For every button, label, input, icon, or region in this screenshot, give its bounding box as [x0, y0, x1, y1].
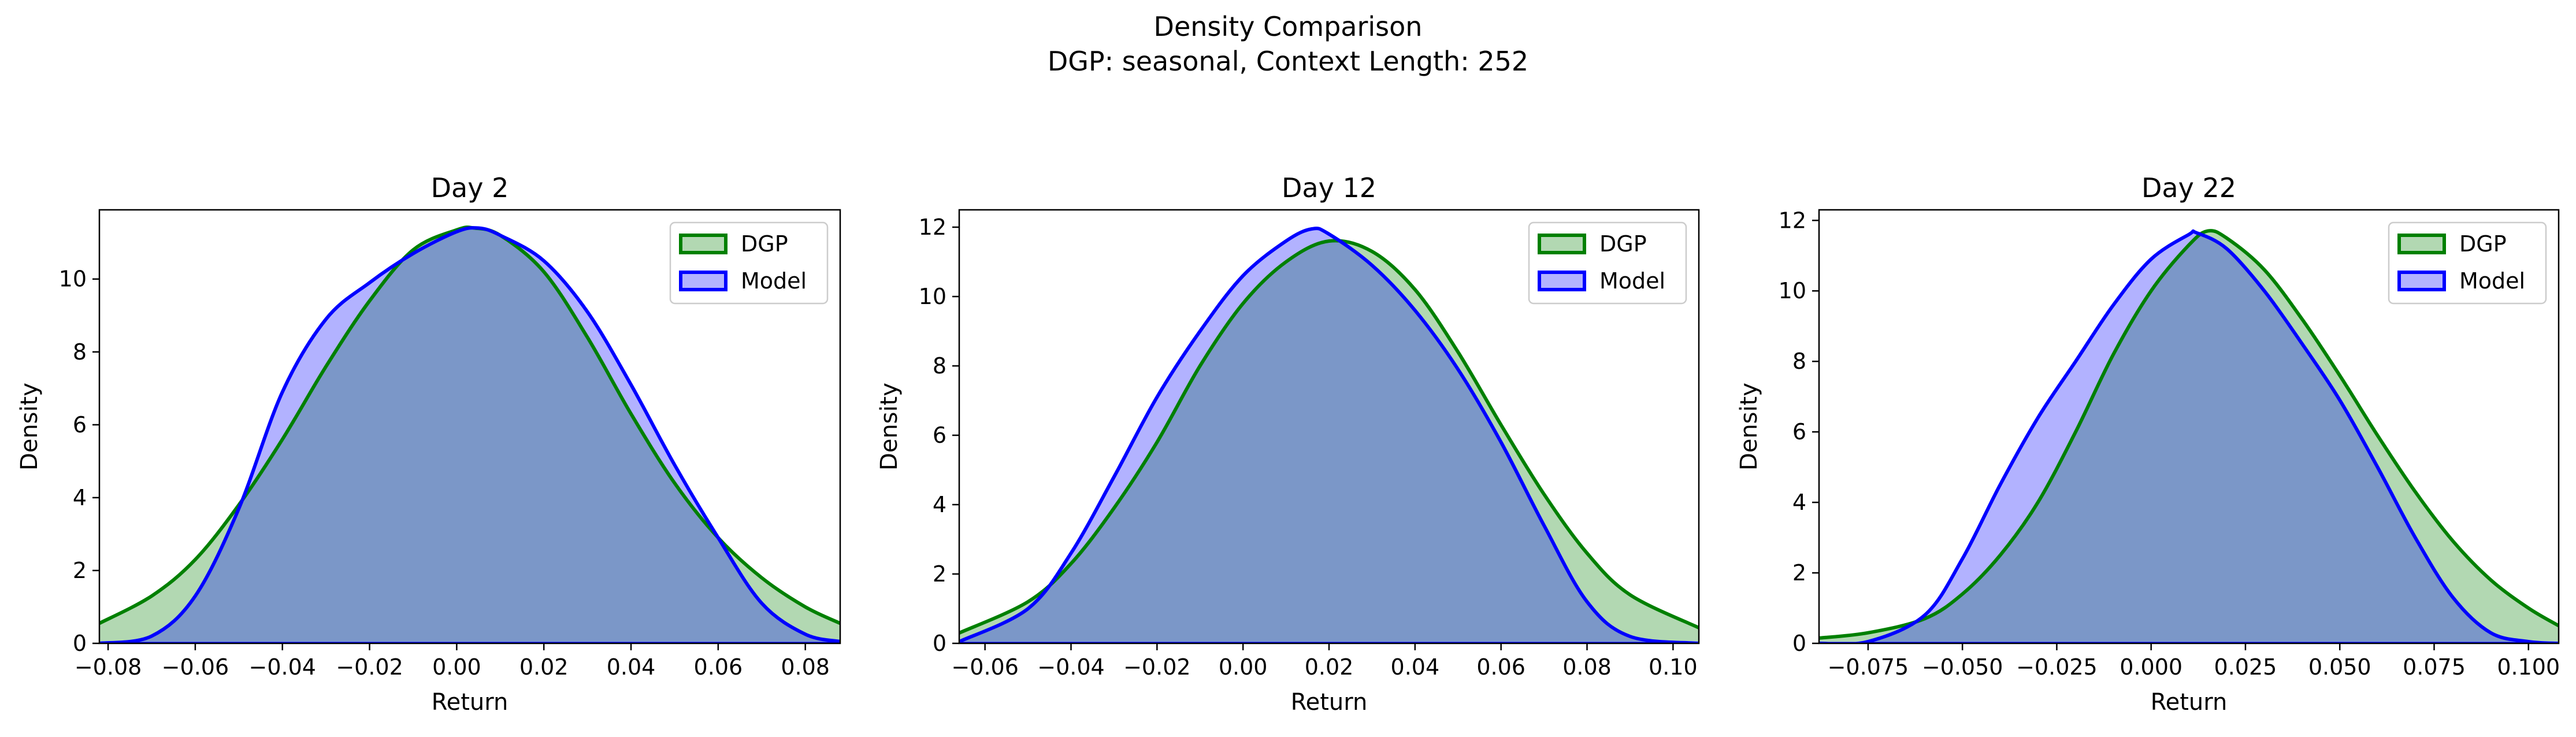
x-tick-label: −0.02 — [336, 654, 403, 680]
overlap-density-fill — [959, 240, 1699, 643]
panel-day-3: Day 22 −0.075 −0.050 −0.025 0.000 0.025 0.050 0… — [1736, 172, 2560, 716]
x-tick-label: 0.02 — [519, 654, 569, 680]
y-tick-label: 2 — [1792, 560, 1806, 586]
y-tick-label: 2 — [933, 561, 946, 587]
x-tick-label: 0.050 — [2308, 654, 2371, 680]
y-tick-label: 8 — [933, 353, 946, 379]
y-tick-label: 8 — [73, 339, 87, 365]
y-tick-label: 10 — [919, 284, 946, 309]
y-axis-label: Density — [1736, 383, 1762, 471]
x-tick-label: 0.000 — [2120, 654, 2182, 680]
x-tick-label: 0.10 — [1649, 654, 1698, 680]
y-tick-label: 6 — [73, 412, 87, 438]
model-density-line — [99, 226, 840, 643]
y-tick-label: 12 — [919, 214, 946, 240]
legend-swatch-model — [679, 271, 727, 291]
x-tick-label: 0.025 — [2214, 654, 2277, 680]
legend-label-dgp: DGP — [741, 231, 788, 257]
x-tick-label: 0.08 — [781, 654, 830, 680]
axes-frame — [98, 209, 841, 645]
overlap-density-fill — [1819, 231, 2559, 643]
y-tick-label: 0 — [73, 631, 87, 656]
x-tick-label: 0.08 — [1562, 654, 1612, 680]
x-tick-label: −0.06 — [951, 654, 1018, 680]
x-axis-label: Return — [1291, 689, 1368, 716]
legend-swatch-dgp — [1538, 234, 1586, 254]
panel-title: Day 12 — [1282, 172, 1376, 203]
x-tick-label: 0.075 — [2403, 654, 2466, 680]
y-tick-label: 4 — [73, 485, 87, 510]
panel-day-1: Day 2 −0.08 −0.06 −0.04 −0.02 0.00 0.02 0.04 0.0… — [16, 172, 841, 716]
x-axis-label: Return — [432, 689, 508, 716]
y-tick-label: 12 — [1779, 208, 1806, 233]
y-tick-label: 6 — [933, 423, 946, 448]
plot-area — [99, 225, 840, 643]
legend: DGP Model — [1528, 221, 1687, 305]
y-axis-label: Density — [16, 383, 43, 471]
model-density-line — [1819, 229, 2559, 643]
x-tick-label: −0.08 — [75, 654, 142, 680]
y-tick-label: 0 — [1792, 631, 1806, 656]
x-tick-label: −0.04 — [1037, 654, 1104, 680]
plot-area — [1819, 229, 2559, 643]
y-tick-label: 4 — [933, 492, 946, 517]
legend-swatch-model — [2397, 271, 2446, 291]
y-tick-label: 10 — [1779, 278, 1806, 303]
dgp-density-line — [959, 239, 1699, 635]
x-tick-label: −0.06 — [162, 654, 229, 680]
figure-subtitle: DGP: seasonal, Context Length: 252 — [1048, 46, 1528, 77]
y-tick-label: 0 — [933, 631, 946, 656]
x-tick-label: −0.02 — [1123, 654, 1190, 680]
x-tick-label: 0.04 — [1391, 654, 1440, 680]
x-tick-label: 0.04 — [607, 654, 656, 680]
x-tick-label: 0.02 — [1305, 654, 1354, 680]
legend: DGP Model — [669, 221, 829, 305]
plot-area — [959, 227, 1699, 643]
y-tick-label: 10 — [59, 266, 87, 292]
legend-label-model: Model — [2459, 268, 2525, 294]
x-tick-label: 0.06 — [1476, 654, 1525, 680]
panel-title: Day 22 — [2141, 172, 2236, 203]
model-density-line — [959, 227, 1699, 643]
x-tick-label: 0.100 — [2497, 654, 2560, 680]
panel-title: Day 2 — [431, 172, 509, 203]
panel-day-2: Day 12 −0.06 −0.04 −0.02 0.00 0.02 0.04 0.06 0.0… — [876, 172, 1700, 716]
y-tick-label: 6 — [1792, 419, 1806, 445]
y-tick-label: 4 — [1792, 490, 1806, 515]
overlap-density-fill — [99, 228, 840, 643]
figure-title: Density Comparison — [1154, 11, 1423, 42]
x-tick-label: −0.075 — [1828, 654, 1909, 680]
dgp-density-line — [1819, 229, 2559, 640]
legend-swatch-dgp — [2397, 234, 2446, 254]
y-axis-label: Density — [876, 383, 903, 471]
y-tick-label: 8 — [1792, 349, 1806, 374]
x-tick-label: −0.04 — [249, 654, 316, 680]
x-tick-label: −0.025 — [2016, 654, 2098, 680]
legend-label-model: Model — [1599, 268, 1665, 294]
legend-label-dgp: DGP — [1599, 231, 1647, 257]
legend-swatch-model — [1538, 271, 1586, 291]
y-tick-label: 2 — [73, 558, 87, 583]
legend-label-dgp: DGP — [2459, 231, 2507, 257]
x-tick-label: −0.050 — [1922, 654, 2003, 680]
legend: DGP Model — [2388, 221, 2547, 305]
legend-label-model: Model — [741, 268, 807, 294]
x-tick-label: 0.06 — [694, 654, 743, 680]
x-tick-label: 0.00 — [432, 654, 481, 680]
axes-frame — [1818, 209, 2560, 645]
x-tick-label: 0.00 — [1219, 654, 1268, 680]
x-axis-label: Return — [2151, 689, 2228, 716]
legend-swatch-dgp — [679, 234, 727, 254]
